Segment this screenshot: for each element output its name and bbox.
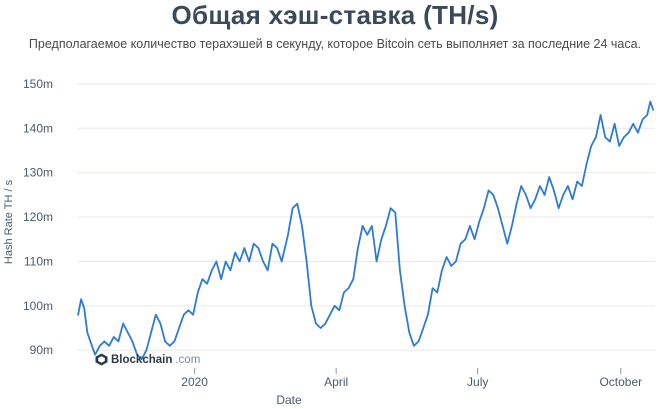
y-axis-ticks: 90m 100m 110m 120m 130m 140m 150m	[23, 77, 53, 357]
blockchain-logo-icon	[95, 353, 108, 366]
watermark-brand: Blockchain	[111, 353, 173, 366]
watermark: Blockchain .com	[95, 353, 200, 366]
y-tick-label: 130m	[23, 166, 53, 180]
hash-rate-series-line	[77, 100, 655, 360]
page-title: Общая хэш-ставка (TH/s)	[171, 0, 499, 30]
y-tick-label: 90m	[30, 343, 53, 357]
x-tick-label: April	[324, 375, 348, 389]
x-tick-label: October	[599, 375, 642, 389]
watermark-suffix: .com	[175, 353, 201, 366]
y-tick-label: 100m	[23, 299, 53, 313]
x-axis-label: Date	[276, 393, 302, 407]
y-tick-label: 140m	[23, 121, 53, 135]
x-tick-label: July	[467, 375, 488, 389]
x-tick-label: 2020	[181, 375, 208, 389]
y-tick-label: 150m	[23, 77, 53, 91]
chart-grid	[78, 83, 655, 351]
page-subtitle: Предполагаемое количество терахэшей в се…	[28, 37, 642, 51]
y-axis-label: Hash Rate TH / s	[3, 179, 15, 264]
y-tick-label: 110m	[24, 254, 53, 268]
x-axis-ticks: 2020 April July October	[181, 368, 642, 389]
y-tick-label: 120m	[23, 210, 53, 224]
